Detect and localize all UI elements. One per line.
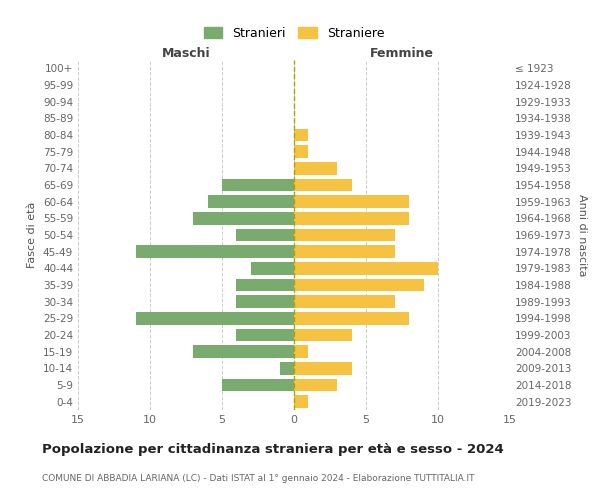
- Bar: [222, 378, 294, 391]
- Bar: [294, 228, 395, 241]
- Bar: [294, 362, 352, 374]
- Bar: [294, 262, 438, 274]
- Text: COMUNE DI ABBADIA LARIANA (LC) - Dati ISTAT al 1° gennaio 2024 - Elaborazione TU: COMUNE DI ABBADIA LARIANA (LC) - Dati IS…: [42, 474, 475, 483]
- Bar: [294, 246, 395, 258]
- Bar: [294, 128, 308, 141]
- Bar: [294, 278, 424, 291]
- Bar: [294, 378, 337, 391]
- Bar: [193, 346, 294, 358]
- Bar: [294, 212, 409, 224]
- Bar: [136, 312, 294, 324]
- Bar: [294, 196, 409, 208]
- Bar: [222, 178, 294, 191]
- Bar: [236, 278, 294, 291]
- Bar: [208, 196, 294, 208]
- Bar: [280, 362, 294, 374]
- Bar: [193, 212, 294, 224]
- Bar: [294, 396, 308, 408]
- Text: Femmine: Femmine: [370, 47, 434, 60]
- Bar: [294, 146, 308, 158]
- Legend: Stranieri, Straniere: Stranieri, Straniere: [197, 20, 391, 46]
- Text: Maschi: Maschi: [161, 47, 211, 60]
- Bar: [236, 228, 294, 241]
- Y-axis label: Anni di nascita: Anni di nascita: [577, 194, 587, 276]
- Bar: [294, 312, 409, 324]
- Text: Popolazione per cittadinanza straniera per età e sesso - 2024: Popolazione per cittadinanza straniera p…: [42, 442, 504, 456]
- Bar: [236, 328, 294, 341]
- Bar: [236, 296, 294, 308]
- Bar: [294, 328, 352, 341]
- Bar: [136, 246, 294, 258]
- Y-axis label: Fasce di età: Fasce di età: [28, 202, 37, 268]
- Bar: [294, 346, 308, 358]
- Bar: [294, 296, 395, 308]
- Bar: [294, 178, 352, 191]
- Bar: [251, 262, 294, 274]
- Bar: [294, 162, 337, 174]
